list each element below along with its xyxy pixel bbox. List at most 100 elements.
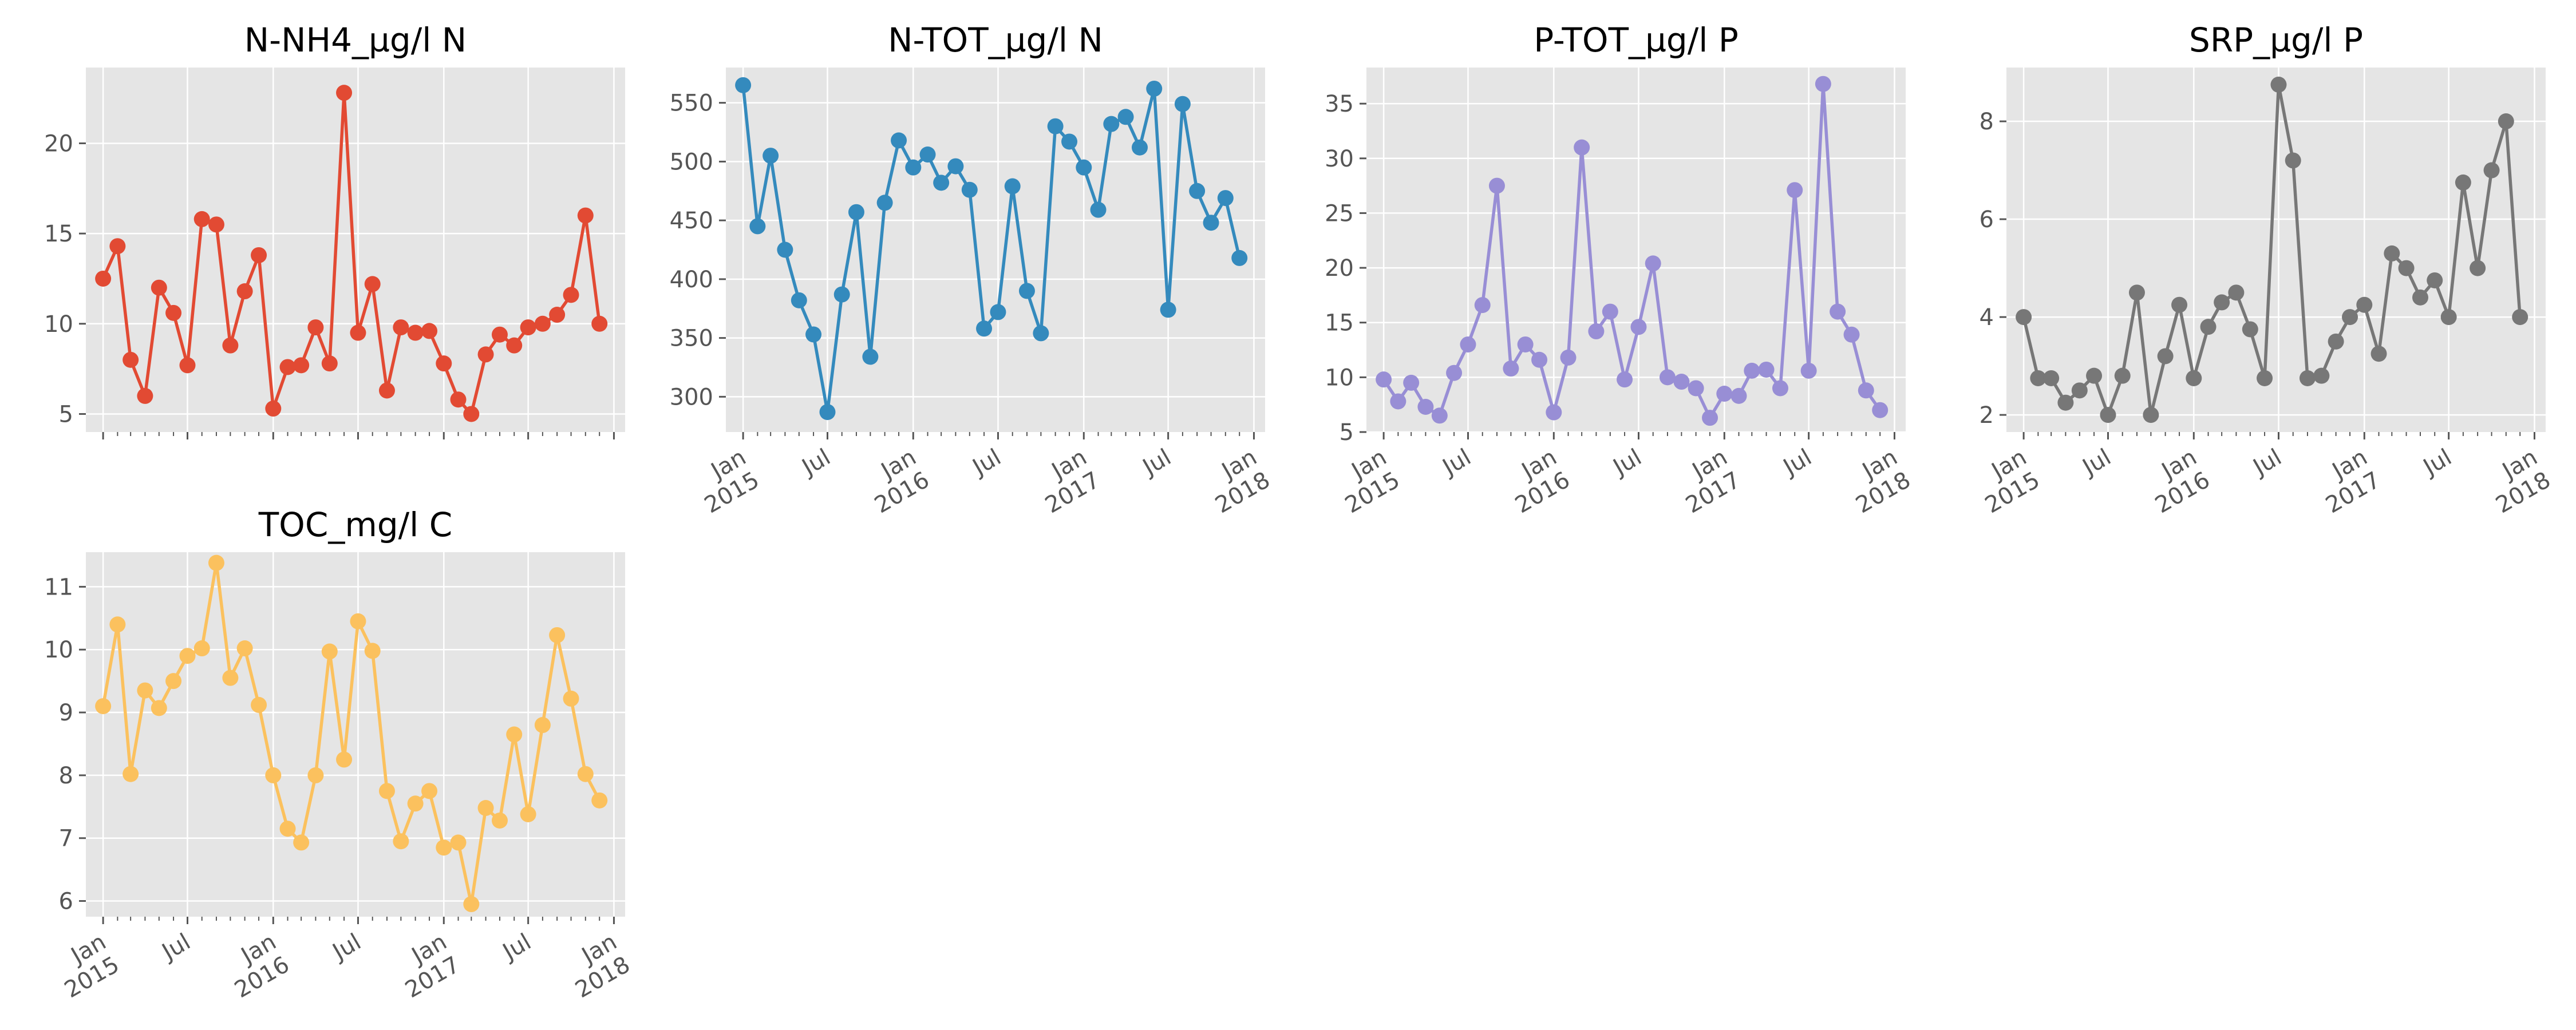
x-tick-label: Jul	[1607, 444, 1646, 481]
data-point	[905, 159, 922, 176]
data-point	[1474, 297, 1491, 314]
y-tick-label: 10	[44, 637, 73, 663]
data-point	[265, 401, 282, 417]
data-point	[307, 767, 324, 783]
data-point	[2412, 289, 2428, 306]
subplot-2: 300 350 400 450 500 550 Jan2015 Jul Jan2016 Jul Ja…	[670, 21, 1275, 518]
data-point	[1574, 139, 1590, 156]
data-point	[762, 148, 779, 164]
data-point	[2114, 367, 2131, 384]
data-point	[165, 304, 182, 321]
data-point	[364, 276, 381, 292]
data-point	[378, 382, 395, 399]
data-point	[2285, 152, 2301, 169]
data-point	[2242, 321, 2258, 338]
data-point	[961, 181, 978, 198]
x-tick-label: Jan2017	[1028, 444, 1104, 519]
data-point	[2313, 367, 2330, 384]
data-point	[2270, 76, 2287, 93]
data-point	[549, 307, 566, 323]
subplot-title: N-NH4_µg/l N	[244, 21, 467, 60]
data-point	[2384, 245, 2400, 262]
y-tick-label: 15	[1325, 310, 1354, 336]
data-point	[2057, 394, 2074, 411]
data-point	[1688, 380, 1704, 397]
data-point	[749, 218, 766, 235]
data-point	[2186, 370, 2202, 386]
y-tick-label: 25	[1325, 200, 1354, 227]
data-point	[520, 806, 536, 822]
data-point	[350, 324, 366, 341]
y-tick-label: 35	[1325, 91, 1354, 117]
data-point	[95, 698, 112, 715]
y-tick-label: 15	[44, 221, 73, 247]
data-point	[791, 292, 807, 308]
data-point	[1617, 371, 1633, 388]
data-point	[336, 751, 353, 768]
data-point	[179, 648, 196, 664]
x-tick-label: Jul	[796, 444, 835, 481]
x-tick-label: Jan2017	[388, 929, 464, 1004]
data-point	[2143, 407, 2159, 423]
y-tick-label: 2	[1980, 402, 1994, 429]
data-point	[1117, 109, 1134, 125]
data-point	[179, 357, 196, 374]
data-point	[1503, 360, 1519, 377]
data-point	[137, 387, 153, 404]
y-tick-label: 10	[44, 311, 73, 338]
data-point	[109, 616, 126, 633]
y-tick-label: 350	[670, 326, 713, 352]
data-point	[1815, 76, 1831, 92]
data-point	[2483, 162, 2500, 179]
data-point	[321, 355, 338, 372]
data-point	[350, 613, 366, 629]
plot-area	[86, 552, 625, 917]
y-tick-label: 20	[44, 130, 73, 157]
data-point	[2016, 309, 2032, 326]
data-point	[109, 238, 126, 255]
x-tick-label: Jul	[967, 444, 1005, 481]
data-point	[436, 839, 452, 856]
data-point	[463, 406, 480, 422]
data-point	[450, 391, 467, 408]
data-point	[1730, 387, 1747, 404]
data-point	[491, 812, 508, 829]
data-point	[1560, 349, 1577, 366]
data-point	[1517, 336, 1534, 352]
y-tick-label: 550	[670, 90, 713, 117]
data-point	[450, 834, 467, 851]
data-point	[208, 216, 224, 233]
data-point	[2228, 284, 2245, 301]
data-point	[2030, 370, 2046, 386]
subplot-title: SRP_µg/l P	[2189, 21, 2363, 60]
data-point	[1446, 365, 1463, 381]
data-point	[1417, 399, 1434, 415]
y-tick-label: 8	[59, 763, 73, 789]
data-point	[833, 286, 850, 303]
data-point	[95, 270, 112, 287]
data-point	[891, 132, 907, 149]
data-point	[1061, 133, 1078, 150]
subplot-title: N-TOT_µg/l N	[888, 21, 1103, 60]
data-point	[279, 359, 296, 375]
data-point	[862, 348, 879, 365]
data-point	[1431, 407, 1448, 424]
data-point	[2071, 382, 2088, 399]
data-point	[265, 767, 282, 783]
data-point	[563, 287, 579, 303]
x-tick-label: Jan2015	[1967, 444, 2044, 519]
data-point	[1858, 382, 1874, 399]
data-point	[2455, 174, 2471, 191]
data-point	[165, 673, 182, 690]
data-point	[1787, 182, 1803, 199]
data-point	[251, 696, 267, 713]
data-point	[1146, 80, 1163, 97]
y-tick-label: 30	[1325, 146, 1354, 172]
data-point	[421, 783, 438, 799]
data-point	[477, 799, 494, 816]
data-point	[735, 77, 752, 93]
data-point	[2342, 309, 2358, 326]
y-tick-label: 7	[59, 826, 73, 852]
x-tick-label: Jan2016	[857, 444, 934, 519]
